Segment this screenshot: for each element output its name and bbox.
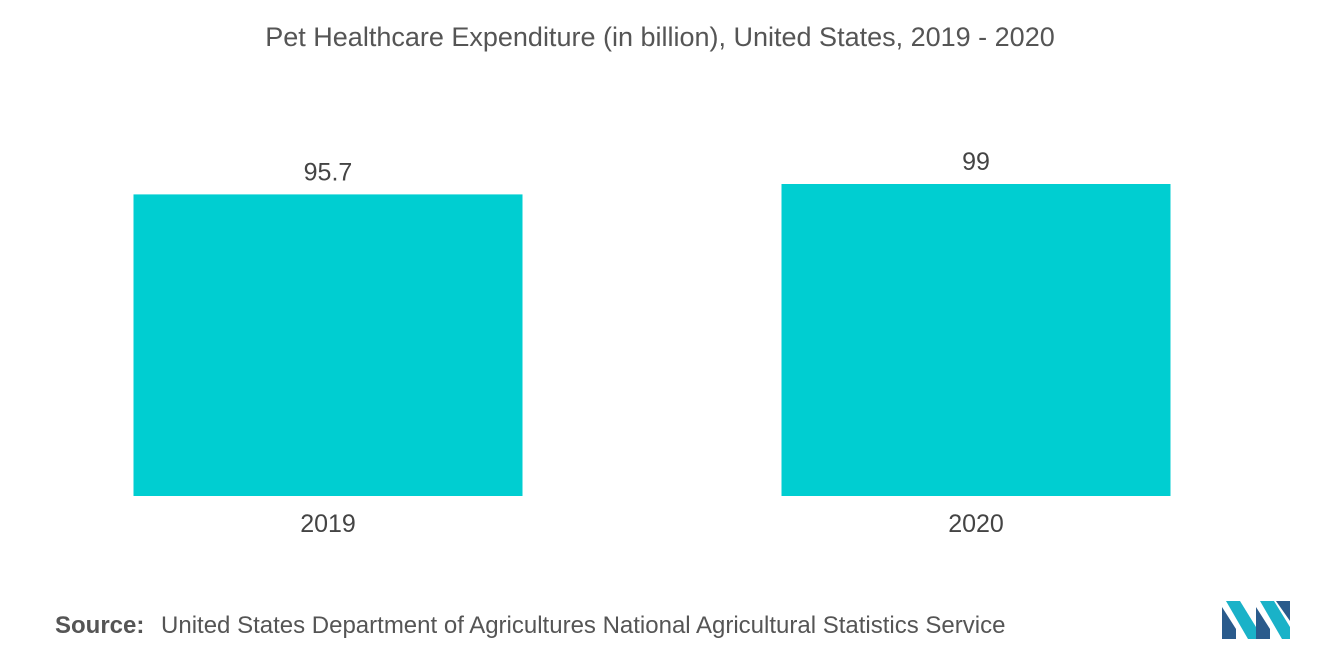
- bar-2019: [133, 194, 523, 496]
- x-tick-label-2020: 2020: [948, 510, 1004, 538]
- bar-2020: [781, 184, 1171, 496]
- source-label: Source:: [55, 612, 145, 639]
- x-tick-label-2019: 2019: [300, 510, 356, 538]
- source-line: Source: United States Department of Agri…: [55, 612, 1005, 640]
- data-label-2019: 95.7: [304, 158, 353, 186]
- chart-title: Pet Healthcare Expenditure (in billion),…: [265, 22, 1055, 52]
- data-label-2020: 99: [962, 148, 990, 176]
- source-text: United States Department of Agricultures…: [161, 612, 1006, 639]
- mordor-intelligence-logo-icon: [1222, 601, 1290, 639]
